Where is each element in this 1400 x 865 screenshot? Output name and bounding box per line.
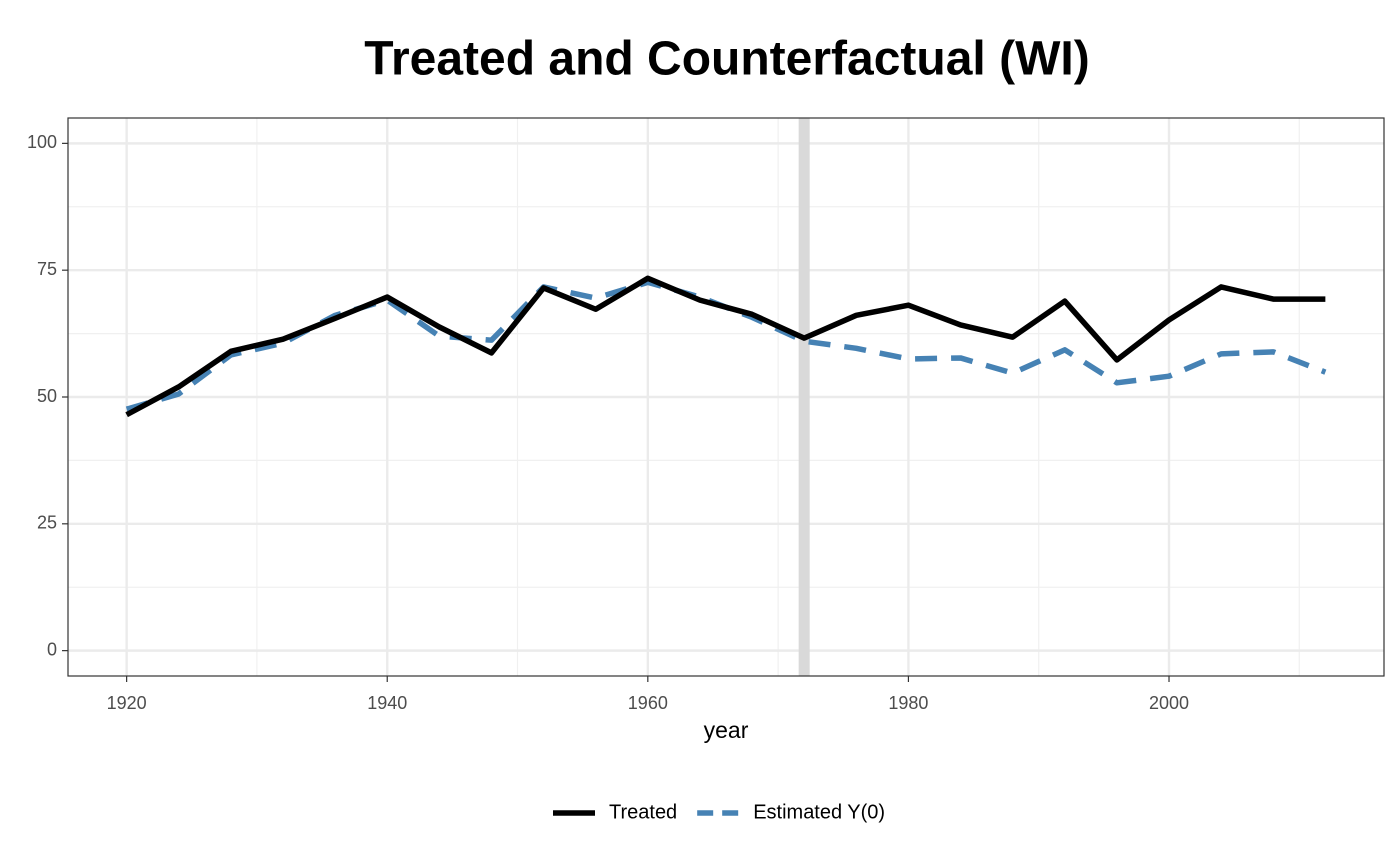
y-tick-label: 0 (47, 639, 57, 659)
legend-label: Treated (609, 801, 677, 823)
x-axis-label: year (704, 717, 749, 743)
x-tick-label: 1940 (367, 693, 407, 713)
chart-title: Treated and Counterfactual (WI) (364, 33, 1089, 86)
x-tick-label: 2000 (1149, 693, 1189, 713)
y-tick-label: 75 (37, 259, 57, 279)
y-tick-label: 50 (37, 386, 57, 406)
y-tick-label: 100 (27, 132, 57, 152)
series-line (125, 279, 1327, 412)
plot-border (67, 117, 1385, 677)
y-tick-label: 25 (37, 513, 57, 533)
x-tick-label: 1960 (628, 693, 668, 713)
x-tick-label: 1980 (888, 693, 928, 713)
legend-label: Estimated Y(0) (753, 801, 885, 823)
series-line (125, 275, 1326, 418)
x-tick-label: 1920 (107, 693, 147, 713)
